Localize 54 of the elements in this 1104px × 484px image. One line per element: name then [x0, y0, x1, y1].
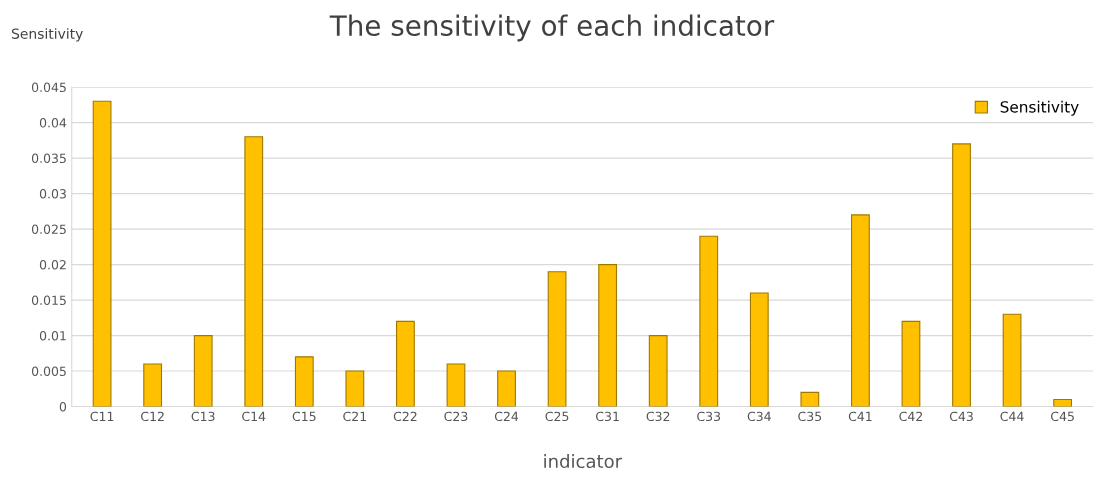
bar [800, 391, 820, 407]
x-tick-label: C15 [292, 411, 316, 422]
x-tick-label: C33 [697, 411, 721, 422]
x-tick-label: C34 [747, 411, 771, 422]
bar [92, 100, 112, 407]
bar [699, 235, 719, 407]
x-tick-label: C21 [343, 411, 367, 422]
y-tick-label: 0.005 [31, 366, 66, 376]
bar [648, 335, 668, 407]
y-tick-label: 0.025 [31, 224, 66, 235]
x-tick-label: C41 [848, 411, 872, 422]
bar [345, 370, 365, 407]
bar [193, 335, 213, 407]
y-tick-label: 0 [59, 402, 67, 412]
y-tick-label: 0.03 [39, 189, 66, 199]
bar [851, 214, 870, 407]
x-tick-label: C31 [596, 411, 619, 422]
bar [446, 363, 466, 407]
bar [294, 356, 314, 407]
bar [497, 370, 516, 407]
bar [547, 271, 567, 407]
x-tick-label: C35 [798, 411, 822, 422]
y-tick-label: 0.045 [31, 82, 66, 93]
x-tick-label: C22 [393, 411, 417, 422]
x-tick-label: C42 [899, 411, 923, 422]
y-tick-label: 0.04 [39, 118, 67, 128]
x-tick-label: C25 [545, 411, 569, 422]
y-tick-label: 0.01 [39, 331, 66, 341]
x-tick-label: C11 [90, 411, 114, 422]
chart-title: The sensitivity of each indicator [329, 14, 775, 42]
bar [396, 320, 415, 407]
bar [1053, 398, 1073, 407]
legend-label: Sensitivity [1000, 100, 1079, 116]
bar [1002, 313, 1022, 407]
x-tick-label: C32 [646, 411, 670, 422]
x-tick-label: C14 [242, 411, 266, 422]
x-tick-label: C43 [949, 411, 973, 422]
x-axis-title: indicator [544, 454, 623, 469]
bar [952, 143, 971, 407]
y-axis-title: Sensitivity [11, 28, 83, 42]
bar [598, 264, 618, 407]
x-tick-label: C24 [494, 411, 519, 422]
x-tick-label: C13 [191, 411, 215, 422]
y-tick-label: 0.02 [39, 260, 66, 270]
x-tick-label: C12 [141, 411, 164, 422]
y-tick-label: 0.035 [31, 153, 66, 164]
bar [901, 320, 921, 407]
x-tick-label: C23 [444, 411, 468, 422]
x-tick-label: C44 [1000, 411, 1024, 422]
x-tick-label: C45 [1051, 411, 1074, 422]
bar [749, 292, 769, 407]
bar [143, 363, 163, 407]
y-tick-label: 0.015 [31, 295, 66, 306]
bar [244, 136, 264, 407]
